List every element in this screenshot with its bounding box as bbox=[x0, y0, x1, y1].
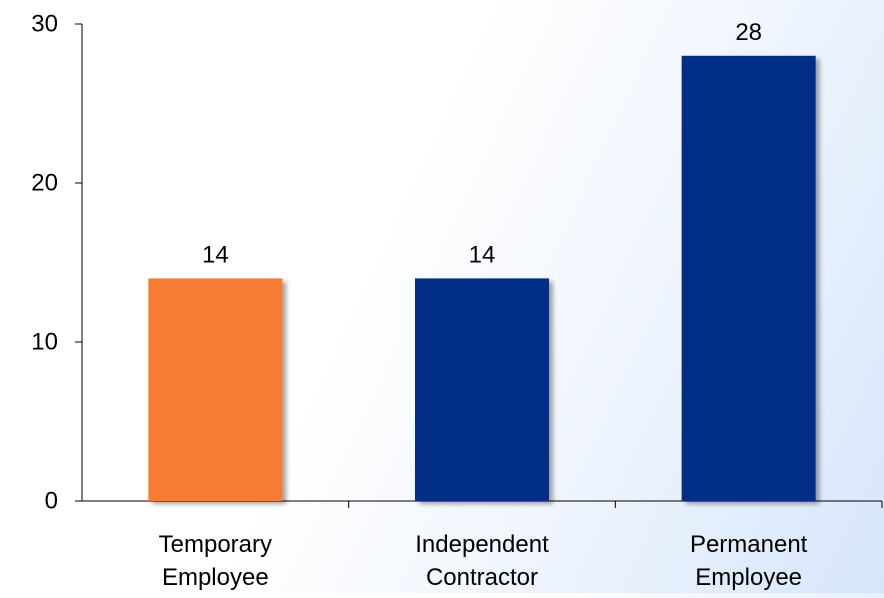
x-tick-label: Temporary bbox=[159, 531, 272, 558]
y-tick-label: 0 bbox=[45, 488, 58, 515]
y-tick-label: 20 bbox=[31, 170, 58, 197]
x-tick-label: Contractor bbox=[426, 564, 538, 591]
data-label: 28 bbox=[735, 19, 762, 46]
bar bbox=[148, 278, 283, 501]
bar bbox=[415, 278, 549, 501]
data-labels: 14 14 28 bbox=[202, 19, 762, 269]
x-tick-label: Independent bbox=[415, 531, 549, 558]
data-label: 14 bbox=[202, 241, 229, 268]
bars bbox=[148, 55, 816, 502]
y-tick-label: 30 bbox=[31, 11, 58, 38]
x-tick-label: Employee bbox=[162, 564, 269, 591]
x-tick-label: Employee bbox=[695, 564, 802, 591]
x-tick-label: Permanent bbox=[690, 531, 808, 558]
bar bbox=[681, 55, 816, 502]
x-axis: Temporary Employee Independent Contractor Pe… bbox=[82, 500, 883, 591]
data-label: 14 bbox=[469, 241, 496, 268]
y-axis: 0 10 20 30 bbox=[31, 11, 83, 515]
y-tick-label: 10 bbox=[31, 329, 58, 356]
